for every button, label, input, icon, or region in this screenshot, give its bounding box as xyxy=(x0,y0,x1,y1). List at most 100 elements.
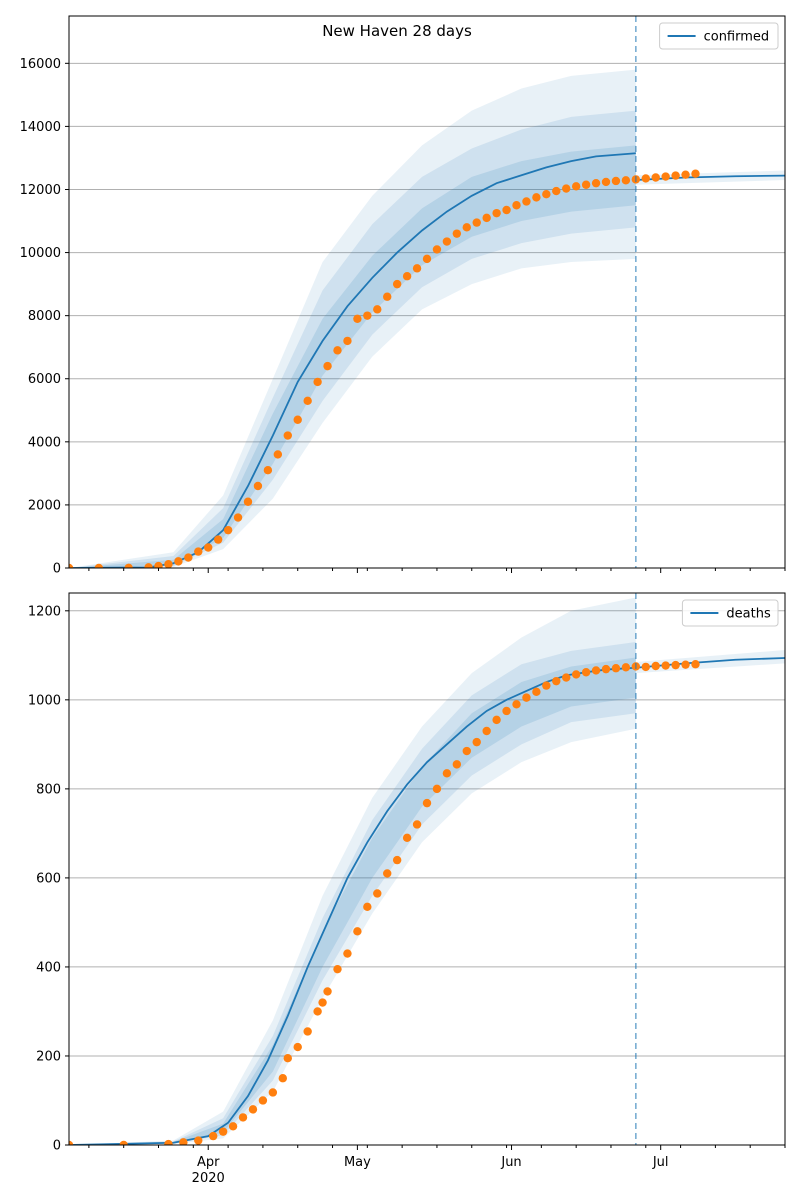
observed-point xyxy=(562,184,571,193)
observed-point xyxy=(651,661,660,671)
observed-point xyxy=(363,902,372,912)
observed-point xyxy=(283,1053,292,1063)
y-tick-label: 0 xyxy=(53,1139,61,1154)
observed-point xyxy=(601,177,611,187)
y-tick-label: 6000 xyxy=(28,372,61,387)
y-tick-label: 200 xyxy=(36,1049,61,1064)
observed-point xyxy=(383,292,392,301)
observed-point xyxy=(581,668,591,677)
y-tick-label: 1200 xyxy=(28,604,61,619)
observed-point xyxy=(641,662,650,672)
observed-point xyxy=(343,949,352,958)
observed-point xyxy=(671,171,680,180)
observed-point xyxy=(373,889,382,898)
observed-point xyxy=(353,927,362,936)
observed-point xyxy=(373,305,382,314)
y-tick-label: 16000 xyxy=(20,57,61,72)
observed-point xyxy=(164,560,173,568)
observed-point xyxy=(581,180,591,189)
y-tick-label: 10000 xyxy=(20,246,61,261)
uncertainty-band xyxy=(69,69,636,568)
plot-area xyxy=(69,597,785,1145)
observed-point xyxy=(248,1105,258,1114)
observed-point xyxy=(144,563,153,568)
observed-point xyxy=(318,998,327,1007)
projection-line xyxy=(635,174,785,181)
observed-point xyxy=(323,987,332,996)
observed-point xyxy=(691,169,700,178)
observed-point xyxy=(303,396,312,406)
observed-point xyxy=(283,431,292,440)
y-tick-label: 400 xyxy=(36,960,61,975)
observed-point xyxy=(363,311,372,320)
observed-point xyxy=(472,218,481,227)
observed-point xyxy=(204,543,213,552)
projection-line xyxy=(635,657,785,669)
observed-point xyxy=(243,497,253,506)
observed-point xyxy=(238,1113,248,1122)
observed-point xyxy=(194,547,203,556)
observed-point xyxy=(512,201,521,210)
plot-area xyxy=(69,69,785,568)
observed-point xyxy=(432,784,442,794)
observed-point xyxy=(383,869,392,878)
observed-point xyxy=(492,715,501,725)
observed-point xyxy=(333,964,342,974)
observed-point xyxy=(482,726,491,736)
observed-point xyxy=(323,361,332,371)
observed-point xyxy=(552,676,561,686)
observed-point xyxy=(412,264,422,273)
observed-point xyxy=(472,737,481,747)
observed-point xyxy=(671,660,680,670)
uncertainty-band xyxy=(69,597,636,1145)
observed-point xyxy=(591,666,601,675)
observed-point xyxy=(522,693,531,702)
median-line xyxy=(69,666,636,1145)
observed-point xyxy=(313,1007,322,1016)
y-tick-label: 800 xyxy=(36,782,61,797)
observed-point xyxy=(268,1088,278,1097)
observed-point xyxy=(571,182,581,191)
figure-title: New Haven 28 days xyxy=(322,22,472,40)
observed-point xyxy=(174,557,183,566)
x-tick-label: Jun xyxy=(500,1155,521,1170)
legend-label: confirmed xyxy=(704,30,770,45)
observed-point xyxy=(452,229,462,238)
observed-point xyxy=(233,513,243,522)
observed-point xyxy=(94,563,104,568)
observed-point xyxy=(184,553,193,562)
observed-point xyxy=(422,798,432,808)
observed-point xyxy=(392,855,402,865)
observed-point xyxy=(562,673,571,682)
observed-point xyxy=(228,1122,238,1131)
observed-point xyxy=(641,174,650,183)
uncertainty-band xyxy=(69,641,636,1145)
observed-point xyxy=(611,664,621,673)
observed-point xyxy=(412,820,422,829)
observed-point xyxy=(621,176,631,185)
y-tick-label: 14000 xyxy=(20,120,61,135)
observed-point xyxy=(208,1131,218,1141)
observed-point xyxy=(432,245,442,254)
y-tick-label: 4000 xyxy=(28,435,61,450)
y-tick-label: 600 xyxy=(36,871,61,886)
x-tick-label: May xyxy=(344,1155,371,1170)
legend-label: deaths xyxy=(726,607,771,622)
observed-point xyxy=(293,415,302,424)
observed-point xyxy=(293,1042,302,1052)
observed-point xyxy=(343,336,352,346)
x-tick-label: Apr xyxy=(197,1155,220,1170)
observed-point xyxy=(442,237,452,246)
observed-point xyxy=(164,1139,173,1145)
observed-point xyxy=(462,746,471,756)
observed-point xyxy=(532,193,541,202)
observed-point xyxy=(512,700,521,709)
observed-point xyxy=(278,1074,288,1083)
observed-point xyxy=(303,1027,312,1036)
observed-point xyxy=(223,525,233,535)
axes-frame xyxy=(68,592,786,1146)
observed-point xyxy=(69,563,74,568)
